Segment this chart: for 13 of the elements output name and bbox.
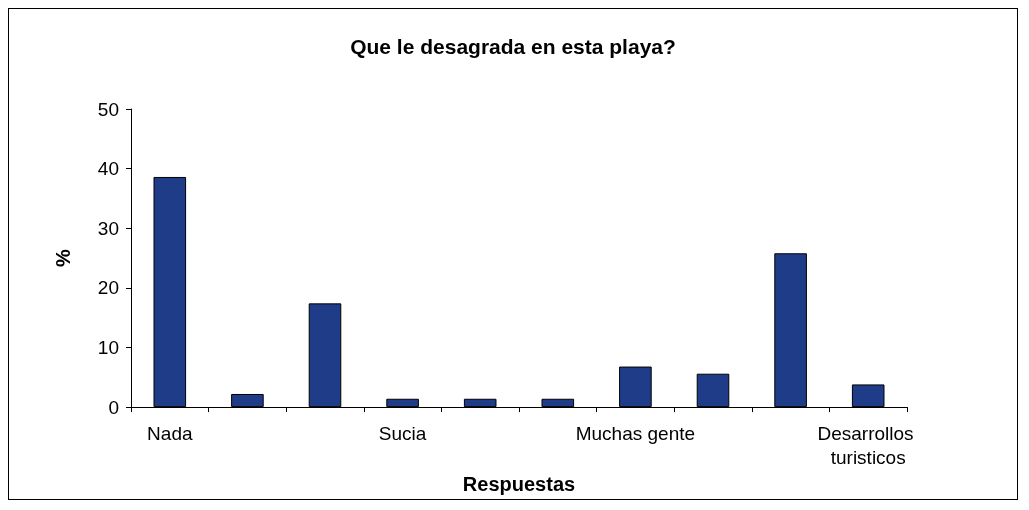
x-tick-label: Nada	[147, 422, 193, 444]
y-tick-label: 20	[97, 277, 119, 299]
chart-title: Que le desagrada en esta playa?	[350, 35, 676, 58]
y-tick-label: 50	[97, 98, 119, 120]
y-tick-label: 10	[97, 336, 119, 358]
x-tick-label: Muchas gente	[575, 422, 696, 444]
x-tick-label: Desarrollos turisticos	[817, 422, 919, 468]
y-tick-label: 30	[97, 217, 119, 239]
y-tick-label: 0	[108, 396, 119, 418]
y-axis-title: %	[52, 248, 74, 267]
x-axis-title: Respuestas	[462, 473, 576, 495]
x-tick-label: Sucia	[378, 422, 427, 444]
y-tick-label: 40	[97, 158, 119, 180]
